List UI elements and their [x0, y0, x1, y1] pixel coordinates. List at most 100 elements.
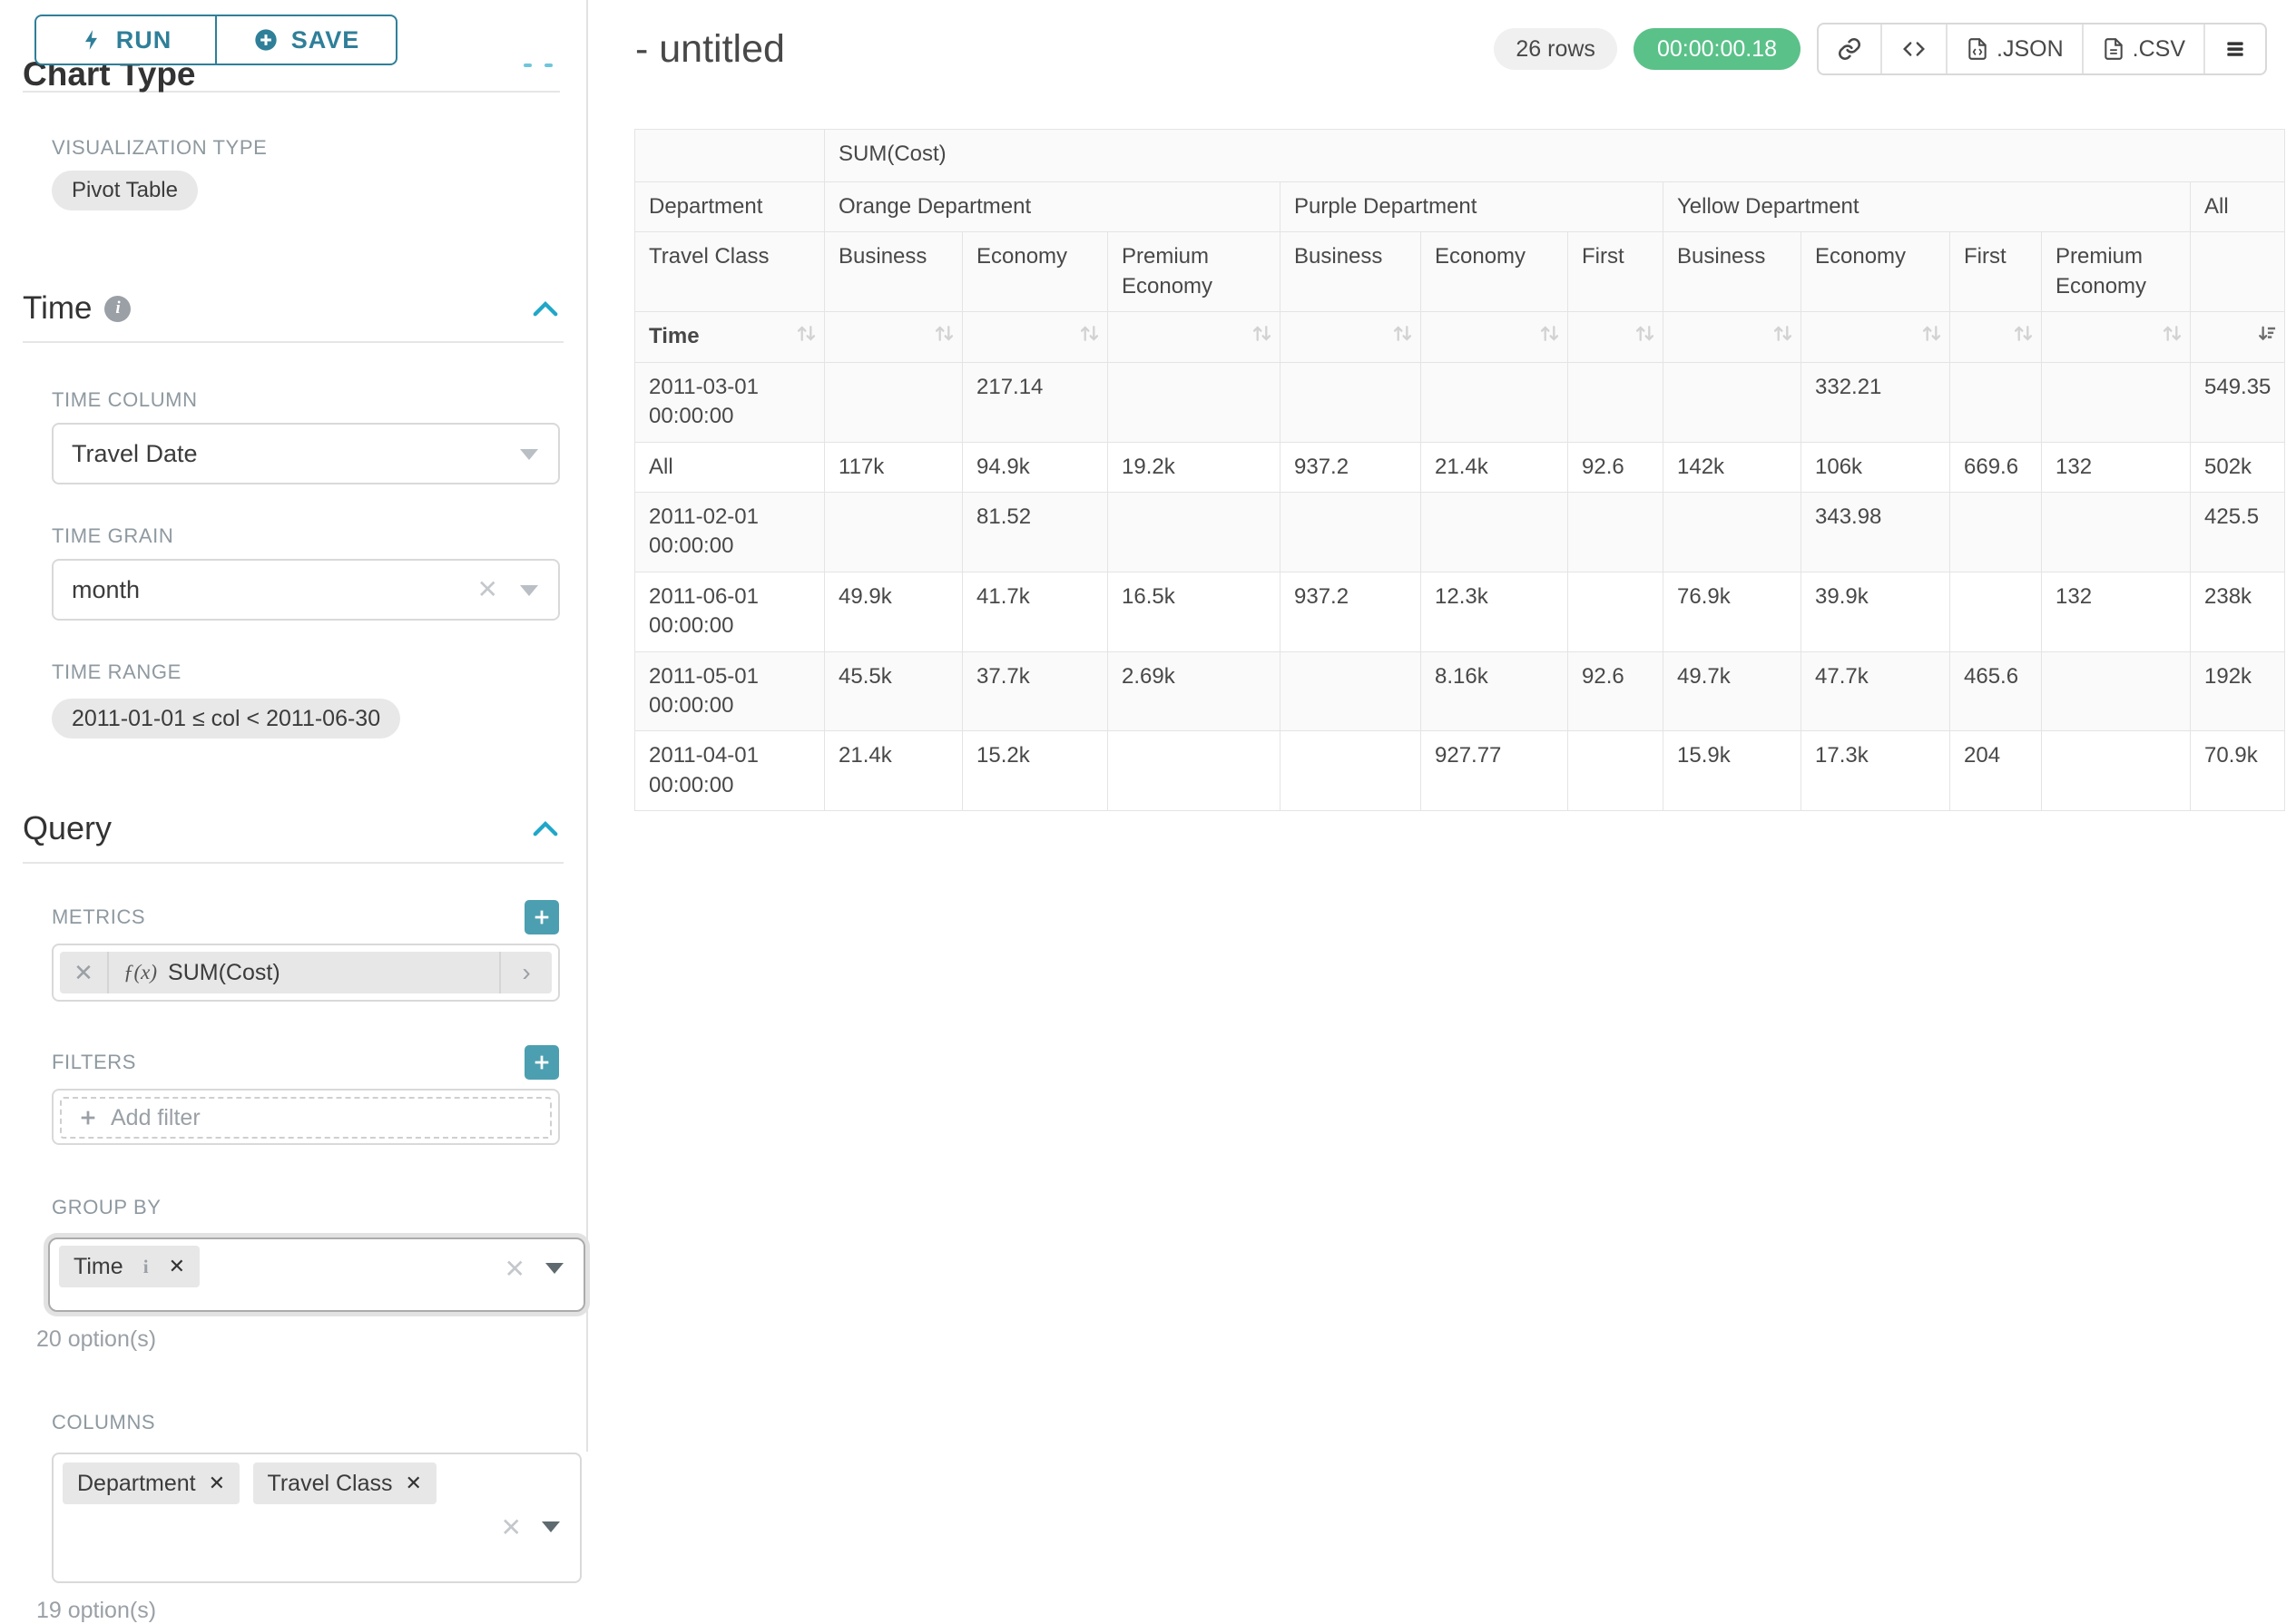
chart-title[interactable]: - untitled	[635, 27, 785, 72]
caret-down-icon	[520, 585, 538, 596]
pivot-sort-cell[interactable]	[1421, 312, 1568, 362]
info-icon: i	[136, 1257, 156, 1277]
pivot-row-label: 2011-05-01 00:00:00	[635, 651, 825, 731]
pivot-value-cell: 192k	[2191, 651, 2285, 731]
pivot-value-cell: 132	[2042, 442, 2191, 492]
info-icon: i	[104, 296, 131, 322]
sort-toggle-icon[interactable]	[1921, 323, 1942, 352]
pivot-value-cell: 465.6	[1950, 651, 2042, 731]
pivot-sort-cell[interactable]	[2042, 312, 2191, 362]
time-grain-select[interactable]: month ✕	[52, 559, 560, 621]
export-json-button[interactable]: .JSON	[1948, 24, 2084, 73]
pivot-class-header: First	[1950, 232, 2042, 312]
pivot-value-cell: 47.7k	[1801, 651, 1950, 731]
section-divider	[23, 862, 564, 864]
sort-toggle-icon[interactable]	[1251, 323, 1272, 352]
pivot-row-label: All	[635, 442, 825, 492]
row-count-badge: 26 rows	[1494, 28, 1617, 70]
sort-toggle-icon[interactable]	[1392, 323, 1413, 352]
columns-tag-label: Travel Class	[268, 1471, 393, 1497]
pivot-sort-cell[interactable]	[1663, 312, 1801, 362]
clear-icon[interactable]: ✕	[505, 1254, 525, 1284]
remove-tag-icon[interactable]: ✕	[169, 1255, 185, 1278]
time-section-header: Time i	[23, 290, 559, 327]
pivot-class-header: Premium Economy	[2042, 232, 2191, 312]
control-panel-body: VISUALIZATION TYPE Pivot Table Time i TI…	[0, 93, 586, 1624]
pivot-value-cell	[2042, 651, 2191, 731]
pivot-value-cell: 41.7k	[963, 572, 1108, 651]
pivot-value-cell: 45.5k	[825, 651, 963, 731]
add-filter-dropzone[interactable]: Add filter	[60, 1097, 552, 1139]
remove-metric-icon[interactable]: ✕	[60, 952, 109, 993]
sort-toggle-icon[interactable]	[796, 323, 817, 352]
pivot-sort-cell[interactable]	[963, 312, 1108, 362]
columns-tag-department[interactable]: Department ✕	[63, 1463, 240, 1504]
sort-toggle-icon[interactable]	[2162, 323, 2183, 352]
pivot-sort-cell[interactable]	[2191, 312, 2285, 362]
pivot-data-row: 2011-06-01 00:00:0049.9k41.7k16.5k937.21…	[635, 572, 2285, 651]
sort-toggle-icon[interactable]	[1079, 323, 1100, 352]
sort-desc-active-icon[interactable]	[2256, 323, 2277, 352]
add-metric-button[interactable]	[525, 900, 559, 934]
pivot-sort-cell[interactable]	[825, 312, 963, 362]
sort-toggle-icon[interactable]	[1772, 323, 1793, 352]
more-options-button[interactable]	[2205, 24, 2265, 73]
run-save-button-group: RUN SAVE	[34, 15, 397, 65]
save-button[interactable]: SAVE	[216, 15, 397, 65]
csv-file-icon	[2102, 36, 2125, 62]
pivot-class-header: Economy	[1801, 232, 1950, 312]
remove-tag-icon[interactable]: ✕	[209, 1472, 225, 1495]
pivot-value-cell: 92.6	[1568, 442, 1663, 492]
chevron-up-icon[interactable]	[532, 298, 559, 318]
clear-icon[interactable]: ✕	[477, 577, 498, 602]
columns-select[interactable]: Department ✕ Travel Class ✕ ✕	[52, 1453, 582, 1583]
metric-pill[interactable]: ✕ ƒ(x) SUM(Cost) ›	[60, 952, 552, 993]
pivot-value-cell	[1280, 362, 1421, 442]
export-csv-button[interactable]: .CSV	[2084, 24, 2205, 73]
pivot-class-dim-header: Travel Class	[635, 232, 825, 312]
pivot-sort-cell[interactable]	[1280, 312, 1421, 362]
group-by-tag-time[interactable]: Time i ✕	[59, 1246, 200, 1287]
view-query-button[interactable]	[1882, 24, 1948, 73]
time-column-value: Travel Date	[72, 440, 198, 468]
share-link-button[interactable]	[1819, 24, 1882, 73]
pivot-value-cell: 425.5	[2191, 492, 2285, 572]
sort-toggle-icon[interactable]	[934, 323, 955, 352]
sort-toggle-icon[interactable]	[2013, 323, 2034, 352]
columns-tag-travel-class[interactable]: Travel Class ✕	[253, 1463, 437, 1504]
time-column-select[interactable]: Travel Date	[52, 423, 560, 484]
chart-header: - untitled 26 rows 00:00:00.18 .JSON .CS…	[635, 20, 2267, 78]
pivot-row-label: 2011-03-01 00:00:00	[635, 362, 825, 442]
pivot-class-header: Economy	[1421, 232, 1568, 312]
clear-icon[interactable]: ✕	[501, 1512, 522, 1542]
pivot-value-cell: 132	[2042, 572, 2191, 651]
sort-toggle-icon[interactable]	[1634, 323, 1655, 352]
sort-toggle-icon[interactable]	[1539, 323, 1560, 352]
pivot-class-header: Business	[825, 232, 963, 312]
pivot-sort-cell[interactable]	[1568, 312, 1663, 362]
query-section-header: Query	[23, 809, 559, 847]
pivot-value-cell: 21.4k	[825, 731, 963, 811]
pivot-corner-cell	[635, 130, 825, 182]
pivot-sort-cell[interactable]	[1801, 312, 1950, 362]
pivot-value-cell	[1280, 731, 1421, 811]
add-filter-button[interactable]	[525, 1045, 559, 1080]
viz-type-label: VISUALIZATION TYPE	[52, 136, 586, 160]
pivot-value-cell: 70.9k	[2191, 731, 2285, 811]
pivot-sort-cell[interactable]	[1108, 312, 1280, 362]
group-by-select[interactable]: Time i ✕ ✕	[48, 1238, 585, 1312]
pivot-data-row: 2011-04-01 00:00:0021.4k15.2k927.7715.9k…	[635, 731, 2285, 811]
pivot-row-dim-header: Department	[635, 182, 825, 232]
pivot-value-cell: 15.2k	[963, 731, 1108, 811]
run-button[interactable]: RUN	[34, 15, 216, 65]
remove-tag-icon[interactable]: ✕	[406, 1472, 422, 1495]
chart-area: - untitled 26 rows 00:00:00.18 .JSON .CS…	[588, 0, 2296, 1452]
chevron-up-icon[interactable]	[532, 818, 559, 838]
pivot-data-row: 2011-02-01 00:00:0081.52343.98425.5	[635, 492, 2285, 572]
pivot-sort-cell[interactable]	[1950, 312, 2042, 362]
pivot-sort-cell[interactable]: Time	[635, 312, 825, 362]
chevron-right-icon[interactable]: ›	[499, 952, 552, 993]
query-section-title: Query	[23, 809, 112, 847]
viz-type-pill[interactable]: Pivot Table	[52, 171, 198, 210]
time-range-pill[interactable]: 2011-01-01 ≤ col < 2011-06-30	[52, 699, 400, 739]
